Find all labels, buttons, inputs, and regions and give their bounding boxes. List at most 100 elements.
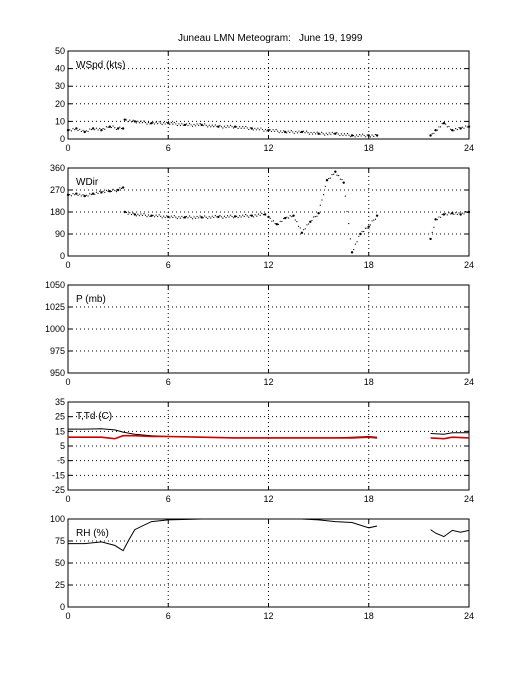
- y-tick-label: 50: [55, 558, 65, 568]
- data-dot-wdir: [239, 215, 241, 217]
- data-dot-wdir: [297, 225, 300, 227]
- data-dot-wdir: [465, 211, 467, 213]
- data-dot-wdir: [232, 217, 235, 219]
- data-dot-wspd: [196, 123, 198, 125]
- data-dot-wspd: [357, 135, 359, 137]
- data-dot-wdir: [107, 190, 109, 193]
- data-dot-wspd: [219, 124, 221, 126]
- series-line-temp-dewpoint-1: [68, 434, 378, 440]
- data-point-wdir: [292, 214, 295, 217]
- data-dot-wdir: [143, 213, 145, 215]
- data-dot-wdir: [333, 173, 335, 175]
- data-point-wspd: [459, 127, 462, 130]
- data-point-wspd: [434, 129, 437, 132]
- data-dot-wdir: [282, 217, 285, 220]
- panel-temp-dewpoint: 0 6 12 18 24 -25 -15 -5 5 15 25 35 T,Td (C): [52, 397, 474, 504]
- data-dot-wdir: [272, 220, 275, 222]
- data-dot-wspd: [339, 134, 341, 137]
- data-dot-wdir: [202, 217, 204, 219]
- data-dot-wspd: [299, 131, 301, 134]
- data-point-wdir: [121, 186, 125, 189]
- data-dot-wspd: [246, 127, 248, 129]
- data-dot-wspd: [330, 133, 332, 135]
- data-dot-wdir: [161, 217, 163, 219]
- data-dot-wspd: [229, 124, 232, 126]
- y-tick-label: 15: [55, 426, 65, 436]
- data-dot-wspd: [355, 134, 358, 136]
- data-dot-wdir: [198, 217, 200, 219]
- data-dot-wspd: [99, 127, 101, 130]
- data-dot-wdir: [245, 213, 247, 216]
- data-dot-wspd: [257, 127, 259, 129]
- data-dot-wspd: [155, 121, 157, 123]
- series-line-temp-dewpoint-1: [430, 436, 470, 440]
- data-dot-wspd: [311, 133, 314, 135]
- data-dot-wspd: [337, 133, 339, 135]
- data-dot-wspd: [138, 122, 140, 124]
- data-dot-wspd: [264, 128, 267, 131]
- data-dot-wspd: [243, 127, 245, 129]
- data-dot-wdir: [213, 216, 215, 219]
- data-dot-wdir: [446, 214, 448, 216]
- data-dot-wspd: [456, 128, 458, 131]
- data-dot-wspd: [149, 123, 151, 125]
- data-dot-wdir: [114, 189, 116, 192]
- data-dot-wdir: [178, 216, 180, 218]
- data-dot-wdir: [132, 212, 134, 214]
- data-point-wdir: [150, 214, 153, 217]
- data-dot-wspd: [173, 121, 175, 124]
- y-tick-label: 950: [50, 368, 65, 378]
- data-dot-wdir: [331, 174, 333, 176]
- data-dot-wdir: [431, 231, 433, 233]
- data-dot-wspd: [211, 124, 213, 126]
- data-dot-wspd: [208, 124, 210, 126]
- y-tick-label: 75: [55, 536, 65, 546]
- data-point-wspd: [167, 121, 170, 125]
- x-tick-label: 24: [464, 143, 474, 153]
- data-dot-wdir: [223, 215, 226, 217]
- data-point-wspd: [108, 125, 111, 128]
- data-point-wdir: [233, 215, 237, 218]
- data-dot-wdir: [466, 211, 468, 214]
- data-dot-wdir: [259, 214, 261, 216]
- x-tick-label: 18: [364, 611, 374, 621]
- data-dot-wspd: [371, 134, 373, 136]
- data-dot-wdir: [182, 217, 185, 219]
- y-tick-label: 0: [60, 134, 65, 144]
- data-dot-wdir: [274, 223, 276, 225]
- y-tick-label: 0: [60, 251, 65, 261]
- data-dot-wdir: [72, 193, 74, 195]
- data-dot-wdir: [175, 216, 177, 218]
- data-dot-wspd: [319, 133, 321, 135]
- data-dot-wspd: [248, 128, 250, 131]
- x-tick-label: 12: [263, 611, 273, 621]
- data-dot-wspd: [307, 132, 309, 134]
- data-point-wspd: [300, 130, 304, 134]
- data-dot-wdir: [294, 219, 296, 221]
- y-tick-label: 1050: [45, 280, 65, 290]
- data-dot-wspd: [141, 122, 144, 124]
- data-dot-wspd: [286, 132, 288, 134]
- x-tick-label: 24: [464, 494, 474, 504]
- data-dot-wdir: [135, 215, 137, 217]
- data-dot-wdir: [77, 194, 79, 197]
- data-dot-wspd: [137, 120, 139, 122]
- data-point-wspd: [467, 125, 471, 128]
- data-dot-wdir: [314, 216, 316, 218]
- data-dot-wdir: [248, 216, 250, 218]
- data-dot-wspd: [348, 134, 350, 136]
- data-point-wdir: [91, 192, 95, 195]
- data-point-wspd: [121, 127, 125, 130]
- data-dot-wspd: [327, 134, 329, 136]
- data-point-wdir: [375, 214, 379, 217]
- data-dot-wspd: [172, 123, 174, 125]
- data-point-wdir: [334, 170, 337, 173]
- data-dot-wdir: [439, 216, 442, 218]
- data-dot-wspd: [161, 123, 163, 126]
- data-dot-wspd: [340, 133, 343, 135]
- data-point-wdir: [350, 251, 354, 254]
- data-dot-wdir: [89, 193, 91, 195]
- data-point-wspd: [123, 118, 127, 121]
- panel-wdir: 0 6 12 18 24 0 90 180 270 360 WDir: [50, 163, 474, 270]
- data-dot-wspd: [321, 131, 323, 133]
